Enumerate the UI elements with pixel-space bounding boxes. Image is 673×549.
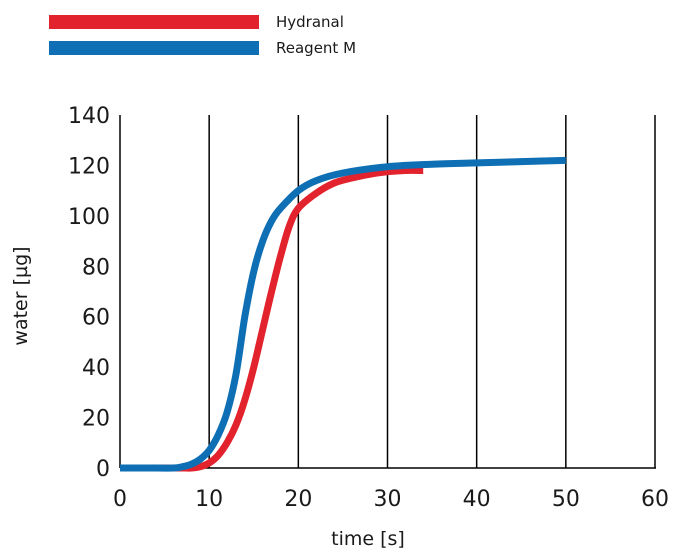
y-tick-label: 80 [82,255,110,280]
y-tick-label: 100 [68,205,110,230]
x-tick-labels: 0 10 20 30 40 50 60 [113,487,669,512]
legend-swatch-reagent-m [49,41,259,55]
x-tick-label: 60 [641,487,669,512]
y-tick-label: 120 [68,154,110,179]
legend-label-hydranal: Hydranal [276,13,344,31]
y-axis-title: water [µg] [10,246,32,345]
y-tick-label: 60 [82,306,110,331]
series-line-reagent-m [120,156,566,472]
x-tick-label: 0 [113,487,127,512]
y-tick-labels: 0 20 40 60 80 100 120 140 [68,104,110,482]
y-tick-label: 140 [68,104,110,129]
legend: Hydranal Reagent M [49,13,356,57]
series-lines [120,156,566,472]
legend-swatch-hydranal [49,15,259,29]
grid-lines [208,115,656,468]
y-tick-label: 0 [96,457,110,482]
x-tick-label: 50 [552,487,580,512]
y-tick-label: 20 [82,407,110,432]
x-tick-label: 20 [284,487,312,512]
x-tick-label: 40 [463,487,491,512]
x-axis-title: time [s] [331,528,405,549]
x-tick-label: 10 [195,487,223,512]
axes [119,115,656,469]
x-tick-label: 30 [374,487,402,512]
series-line-hydranal [120,166,424,472]
legend-label-reagent-m: Reagent M [276,39,356,57]
y-tick-label: 40 [82,356,110,381]
